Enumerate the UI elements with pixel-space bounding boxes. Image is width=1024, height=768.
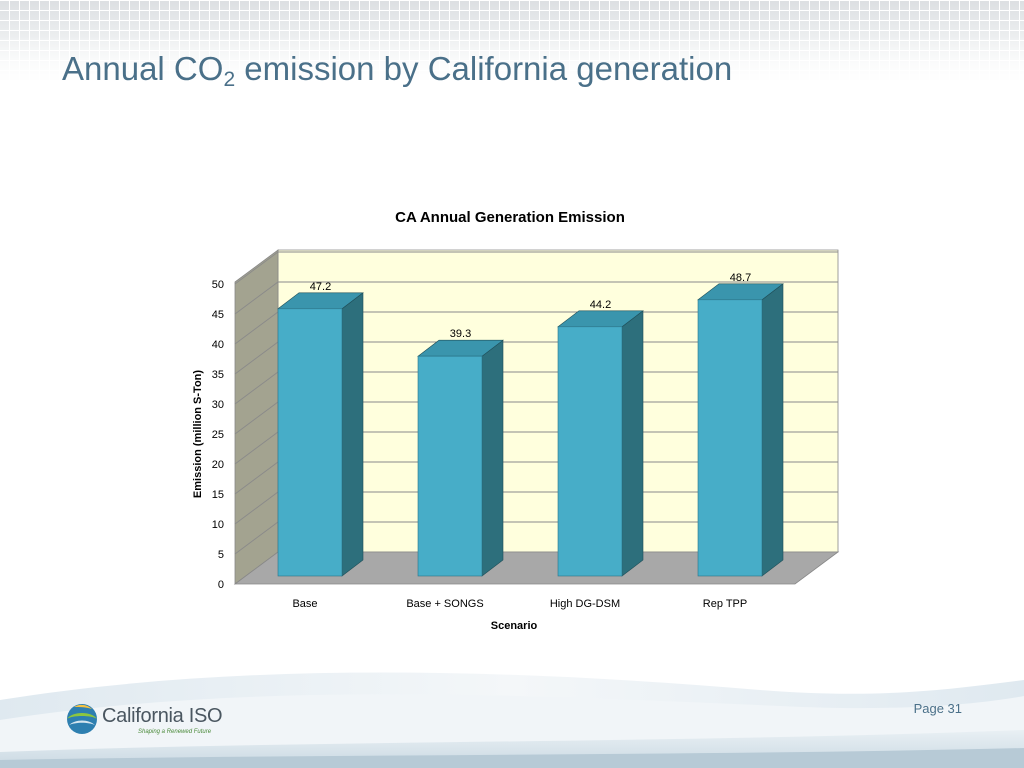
y-tick-label: 20 — [212, 459, 224, 471]
logo-globe-icon — [67, 704, 97, 734]
chart-side-wall — [234, 249, 279, 585]
x-category-label: Base + SONGS — [406, 598, 483, 610]
bar — [697, 283, 784, 577]
x-axis-title: Scenario — [491, 620, 538, 632]
bar — [277, 292, 364, 577]
bar-front — [557, 326, 623, 577]
data-label: 48.7 — [730, 272, 751, 284]
gridline — [234, 281, 838, 315]
y-tick-label: 45 — [212, 309, 224, 321]
footer-wave — [0, 672, 1024, 768]
x-category-label: Rep TPP — [703, 598, 747, 610]
bar-side — [481, 339, 504, 577]
y-tick-label: 30 — [212, 399, 224, 411]
y-tick-label: 50 — [212, 279, 224, 291]
chart-labels: 0 5 10 15 20 25 30 35 40 45 50 47.2 Base 39.3 Base + S… — [212, 272, 751, 610]
chart-title: CA Annual Generation Emission — [395, 209, 625, 226]
y-axis-title: Emission (million S-Ton) — [192, 370, 204, 498]
x-category-label: Base — [292, 598, 317, 610]
y-tick-label: 35 — [212, 369, 224, 381]
title-rest: emission by California generation — [235, 50, 733, 87]
chart-bars — [277, 283, 784, 577]
gridline — [234, 251, 838, 285]
bar — [557, 310, 644, 577]
bar-front — [697, 299, 763, 577]
y-tick-label: 0 — [218, 579, 224, 591]
x-category-label: High DG-DSM — [550, 598, 620, 610]
bar-side — [761, 283, 784, 577]
data-label: 39.3 — [450, 328, 471, 340]
data-label: 47.2 — [310, 281, 331, 293]
slide-title: Annual CO2 emission by California genera… — [62, 50, 733, 91]
bar-side — [621, 310, 644, 577]
y-tick-label: 15 — [212, 489, 224, 501]
page-number: Page 31 — [913, 701, 962, 716]
bar — [417, 339, 504, 577]
title-subscript: 2 — [223, 68, 236, 91]
header-pattern — [0, 0, 1024, 90]
bar-front — [277, 308, 343, 577]
y-tick-label: 10 — [212, 519, 224, 531]
emission-bar-chart: CA Annual Generation Emission 0 5 10 15 20 25… — [192, 209, 840, 632]
y-tick-label: 40 — [212, 339, 224, 351]
chart-floor — [233, 551, 840, 585]
logo-tagline: Shaping a Renewed Future — [138, 729, 212, 735]
logo-name: California ISO — [102, 705, 223, 727]
bar-side — [341, 292, 364, 577]
california-iso-logo: California ISO Shaping a Renewed Future — [66, 703, 236, 743]
y-tick-label: 25 — [212, 429, 224, 441]
y-tick-label: 5 — [218, 549, 224, 561]
data-label: 44.2 — [590, 299, 611, 311]
bar-front — [417, 355, 483, 577]
title-main: Annual CO — [62, 50, 224, 87]
